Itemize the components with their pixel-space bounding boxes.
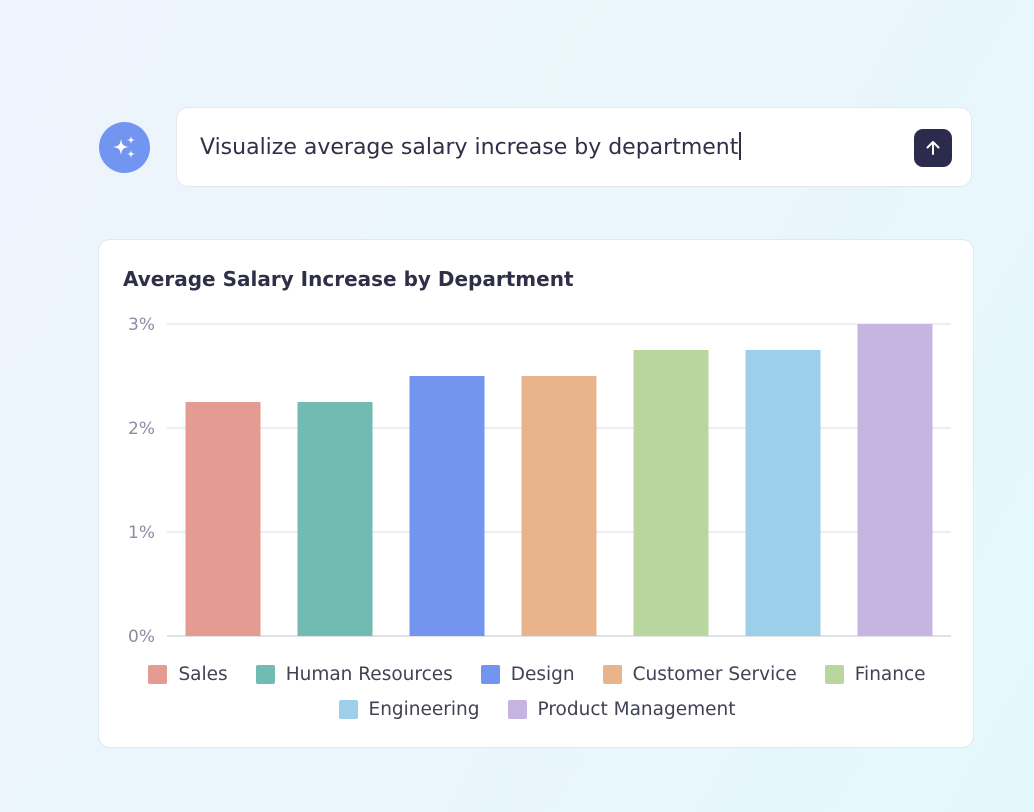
prompt-text[interactable]: Visualize average salary increase by dep…: [200, 135, 739, 160]
legend-item: Design: [480, 664, 575, 685]
bar-customer-service: [521, 376, 597, 636]
legend-item: Human Resources: [255, 664, 453, 685]
legend-label: Customer Service: [632, 664, 797, 685]
legend-item: Engineering: [338, 699, 480, 720]
legend-swatch: [480, 665, 500, 684]
legend-swatch: [507, 700, 527, 719]
legend-label: Sales: [178, 664, 228, 685]
y-tick-label: 3%: [128, 315, 155, 335]
send-button[interactable]: [914, 129, 952, 167]
y-tick-label: 0%: [128, 627, 155, 647]
chart-legend: Sales Human Resources Design Customer Servi…: [99, 664, 975, 720]
legend-swatch: [338, 700, 358, 719]
bar-engineering: [745, 350, 821, 636]
bar-product-management: [857, 324, 933, 636]
chart-card: Average Salary Increase by Department 0%…: [98, 239, 974, 748]
chart-title: Average Salary Increase by Department: [123, 267, 574, 291]
bar-chart: 0% 1% 2% 3%: [128, 315, 951, 647]
bar-sales: [185, 402, 261, 636]
prompt-input[interactable]: Visualize average salary increase by dep…: [176, 107, 972, 187]
arrow-up-icon: [926, 141, 940, 155]
assistant-avatar: [99, 122, 150, 173]
legend-item: Sales: [148, 664, 228, 685]
legend-item: Finance: [824, 664, 926, 685]
text-caret: [739, 132, 741, 160]
y-tick-label: 1%: [128, 523, 155, 543]
legend-swatch: [255, 665, 275, 684]
legend-label: Human Resources: [285, 664, 453, 685]
bar-finance: [633, 350, 709, 636]
legend-label: Finance: [854, 664, 926, 685]
legend-swatch: [602, 665, 622, 684]
legend-swatch: [824, 665, 844, 684]
legend-item: Customer Service: [602, 664, 797, 685]
y-tick-label: 2%: [128, 419, 155, 439]
legend-label: Product Management: [537, 699, 736, 720]
bar-design: [409, 376, 485, 636]
prompt-text-wrapper[interactable]: Visualize average salary increase by dep…: [200, 132, 741, 160]
legend-swatch: [148, 665, 168, 684]
legend-item: Product Management: [507, 699, 736, 720]
sparkles-icon: [112, 135, 135, 158]
legend-label: Design: [510, 664, 575, 685]
bar-human-resources: [297, 402, 373, 636]
legend-label: Engineering: [368, 699, 480, 720]
